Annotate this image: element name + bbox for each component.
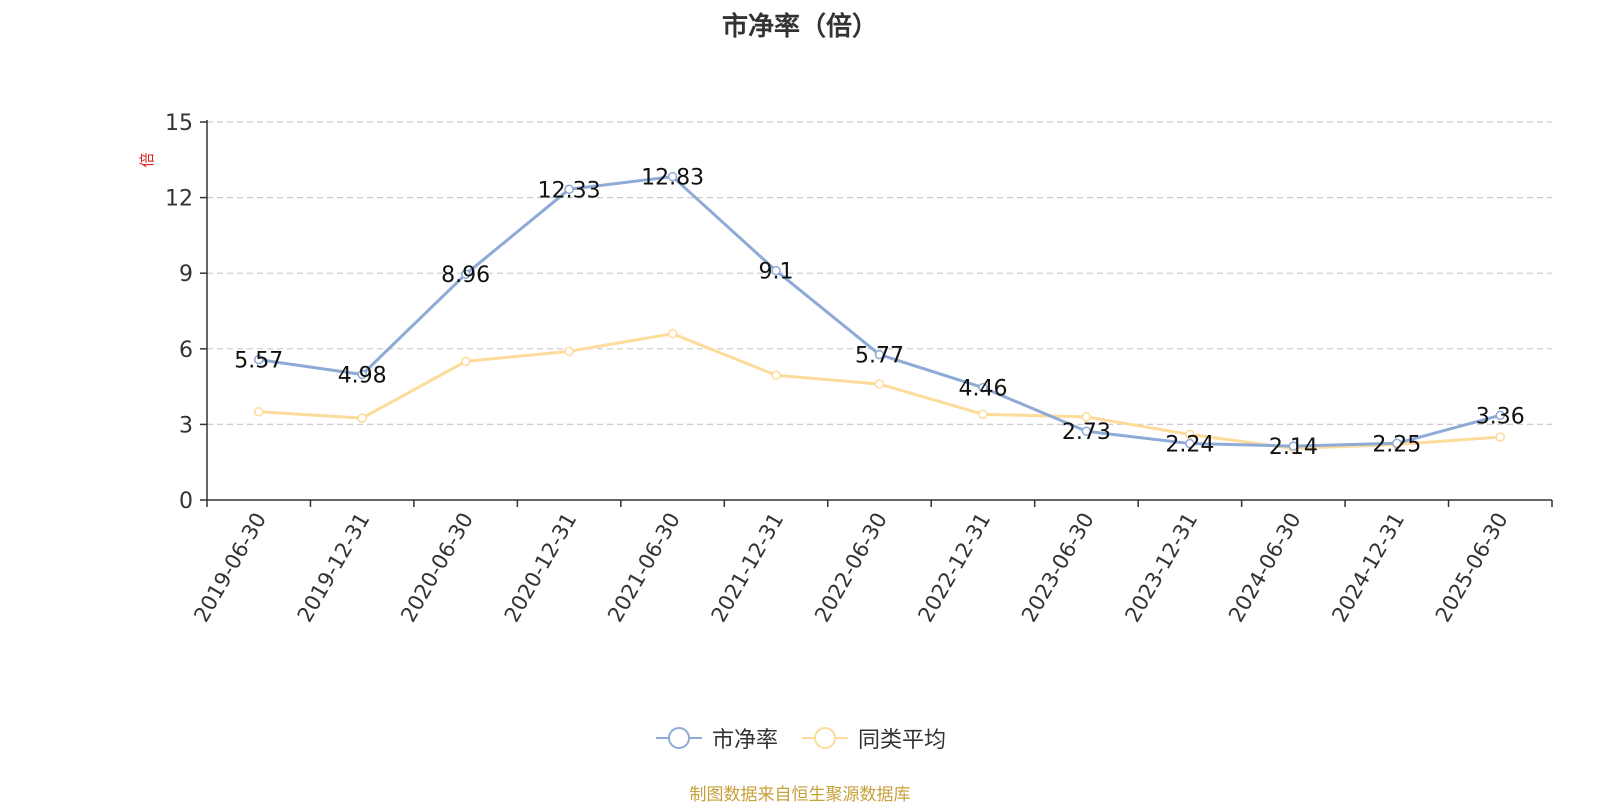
x-tick-label-10: 2024-06-30 [1224, 509, 1306, 627]
point-series-1-7 [978, 409, 988, 420]
legend-label-series-0: 市净率 [711, 728, 778, 753]
point-series-0-11 [1392, 438, 1402, 449]
x-tick-label-4: 2021-06-30 [603, 509, 685, 627]
point-series-0-4 [667, 171, 678, 182]
x-tick-label-0: 2019-06-30 [189, 509, 271, 627]
point-series-1-2 [460, 356, 471, 367]
x-tick-label-3: 2020-12-31 [500, 509, 582, 627]
x-tick-label-6: 2022-06-30 [810, 509, 892, 627]
point-series-1-3 [564, 346, 574, 357]
y-tick-label-5: 15 [165, 111, 193, 136]
legend-item-series-0[interactable]: 市净率 [654, 722, 778, 754]
y-tick-label-2: 6 [179, 338, 193, 363]
x-tick-label-8: 2023-06-30 [1017, 509, 1099, 627]
x-tick-label-7: 2022-12-31 [913, 509, 995, 627]
x-tick-label-1: 2019-12-31 [293, 509, 375, 627]
legend-marker-series-1 [802, 727, 848, 749]
data-label-series-0-9: 2.24 [1165, 433, 1214, 458]
data-label-series-0-12: 3.36 [1476, 404, 1525, 429]
data-label-series-0-11: 2.25 [1372, 432, 1421, 457]
point-series-0-8 [1081, 426, 1092, 436]
legend: 市净率 同类平均 [0, 722, 1600, 754]
data-label-series-0-10: 2.14 [1269, 435, 1318, 460]
y-tick-label-0: 0 [179, 489, 193, 514]
point-series-0-6 [874, 349, 885, 360]
data-label-series-0-8: 2.73 [1062, 420, 1111, 445]
line-chart: 0 3 6 9 12 15 2019-06-30 2019-12-31 2020-06-30 20… [165, 111, 1553, 627]
point-series-1-4 [667, 328, 678, 339]
legend-marker-series-0 [655, 727, 702, 749]
point-series-1-9 [1185, 429, 1195, 440]
data-label-series-0-1: 4.98 [338, 364, 387, 389]
series-line-0 [258, 175, 1501, 448]
point-series-1-1 [357, 413, 367, 423]
point-series-0-5 [771, 265, 781, 276]
point-series-1-8 [1081, 412, 1092, 422]
chart-title: 市净率（倍） [721, 12, 878, 42]
data-label-series-0-7: 4.46 [958, 377, 1007, 402]
point-series-0-2 [460, 269, 471, 279]
point-series-0-9 [1185, 438, 1195, 449]
y-tick-label-1: 3 [179, 413, 193, 438]
point-series-1-0 [253, 407, 264, 417]
x-tick-label-2: 2020-06-30 [396, 508, 478, 626]
data-label-series-0-6: 5.77 [855, 344, 904, 369]
data-label-series-0-4: 12.83 [641, 166, 704, 191]
x-tick-label-11: 2024-12-31 [1327, 509, 1409, 627]
point-series-1-5 [771, 370, 781, 381]
point-series-0-10 [1288, 441, 1299, 451]
point-series-0-1 [357, 369, 367, 380]
point-series-1-6 [874, 379, 885, 389]
data-label-series-0-3: 12.33 [538, 178, 601, 203]
legend-item-series-1[interactable]: 同类平均 [800, 722, 946, 754]
x-tick-label-12: 2025-06-30 [1431, 509, 1513, 627]
y-tick-label-3: 9 [179, 262, 193, 287]
x-tick-label-5: 2021-12-31 [707, 509, 789, 627]
point-series-0-7 [978, 382, 988, 393]
point-series-0-3 [564, 184, 574, 195]
point-series-0-0 [253, 354, 264, 365]
x-tick-label-9: 2023-12-31 [1120, 509, 1202, 627]
data-source-note: 制图数据来自恒生聚源数据库 [689, 785, 911, 805]
y-tick-label-4: 12 [165, 187, 193, 212]
data-label-series-0-5: 9.1 [759, 260, 794, 285]
data-label-series-0-0: 5.57 [234, 349, 283, 374]
point-series-0-12 [1495, 410, 1506, 421]
data-label-series-0-2: 8.96 [441, 263, 490, 288]
legend-label-series-1: 同类平均 [858, 728, 947, 753]
point-series-1-12 [1495, 432, 1506, 442]
